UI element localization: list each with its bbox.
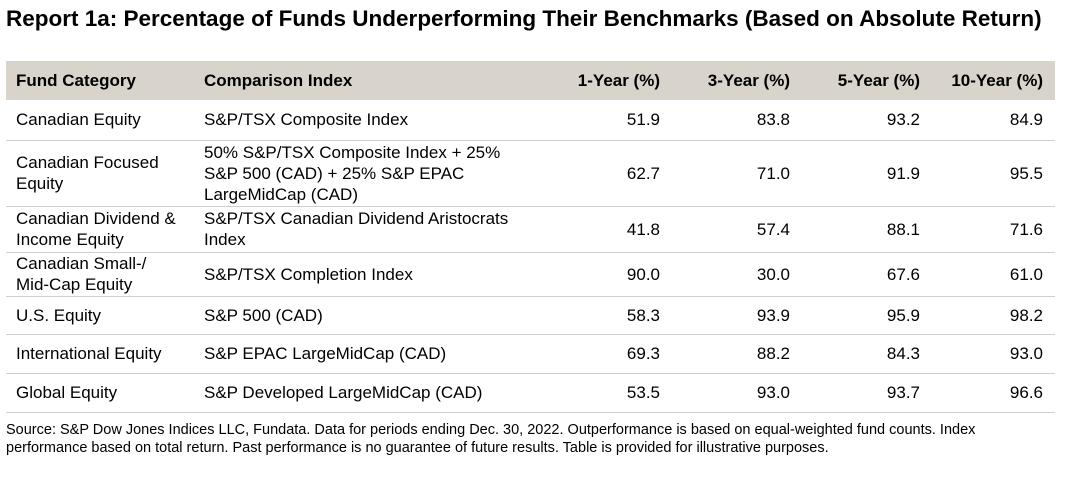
table-header-row: Fund Category Comparison Index 1-Year (%…: [6, 61, 1055, 100]
fund-category-cell: Global Equity: [6, 373, 194, 413]
column-header-3-year: 3-Year (%): [707, 70, 790, 90]
column-header-1-year: 1-Year (%): [577, 70, 660, 90]
one-year-cell: 62.7: [542, 140, 672, 207]
table-row: Global Equity S&P Developed LargeMidCap …: [6, 373, 1055, 413]
table-row: Canadian Equity S&P/TSX Composite Index …: [6, 100, 1055, 141]
five-year-cell: 84.3: [802, 334, 932, 374]
column-header-5-year: 5-Year (%): [837, 70, 920, 90]
three-year-cell: 83.8: [672, 100, 802, 141]
fund-category-cell: U.S. Equity: [6, 296, 194, 335]
table-row: U.S. Equity S&P 500 (CAD) 58.3 93.9 95.9…: [6, 296, 1055, 335]
fund-category-cell: International Equity: [6, 334, 194, 374]
three-year-cell: 71.0: [672, 140, 802, 207]
fund-category-cell: Canadian Equity: [6, 100, 194, 141]
one-year-cell: 58.3: [542, 296, 672, 335]
comparison-index-cell: 50% S&P/TSX Composite Index + 25% S&P 50…: [194, 140, 542, 207]
one-year-cell: 53.5: [542, 373, 672, 413]
one-year-cell: 90.0: [542, 252, 672, 297]
table-row: Canadian Small-/ Mid-Cap Equity S&P/TSX …: [6, 252, 1055, 297]
column-header-fund-category: Fund Category: [16, 70, 136, 90]
one-year-cell: 41.8: [542, 206, 672, 253]
ten-year-cell: 98.2: [932, 296, 1055, 335]
comparison-index-cell: S&P/TSX Composite Index: [194, 100, 542, 141]
three-year-cell: 93.9: [672, 296, 802, 335]
ten-year-cell: 96.6: [932, 373, 1055, 413]
underperformance-table: Fund Category Comparison Index 1-Year (%…: [6, 61, 1055, 413]
comparison-index-cell: S&P/TSX Canadian Dividend Aristocrats In…: [194, 206, 542, 253]
three-year-cell: 88.2: [672, 334, 802, 374]
comparison-index-cell: S&P Developed LargeMidCap (CAD): [194, 373, 542, 413]
one-year-cell: 51.9: [542, 100, 672, 141]
table-row: Canadian Focused Equity 50% S&P/TSX Comp…: [6, 140, 1055, 207]
five-year-cell: 95.9: [802, 296, 932, 335]
three-year-cell: 93.0: [672, 373, 802, 413]
five-year-cell: 93.2: [802, 100, 932, 141]
fund-category-cell: Canadian Small-/ Mid-Cap Equity: [6, 252, 194, 297]
comparison-index-cell: S&P EPAC LargeMidCap (CAD): [194, 334, 542, 374]
source-footnote: Source: S&P Dow Jones Indices LLC, Funda…: [6, 422, 976, 456]
five-year-cell: 93.7: [802, 373, 932, 413]
one-year-cell: 69.3: [542, 334, 672, 374]
five-year-cell: 88.1: [802, 206, 932, 253]
table-row: International Equity S&P EPAC LargeMidCa…: [6, 334, 1055, 374]
ten-year-cell: 95.5: [932, 140, 1055, 207]
column-header-10-year: 10-Year (%): [951, 70, 1043, 90]
table-row: Canadian Dividend & Income Equity S&P/TS…: [6, 206, 1055, 253]
five-year-cell: 67.6: [802, 252, 932, 297]
three-year-cell: 30.0: [672, 252, 802, 297]
comparison-index-cell: S&P/TSX Completion Index: [194, 252, 542, 297]
ten-year-cell: 84.9: [932, 100, 1055, 141]
ten-year-cell: 93.0: [932, 334, 1055, 374]
fund-category-cell: Canadian Dividend & Income Equity: [6, 206, 194, 253]
column-header-comparison-index: Comparison Index: [204, 70, 353, 90]
page-title: Report 1a: Percentage of Funds Underperf…: [6, 6, 1042, 31]
ten-year-cell: 61.0: [932, 252, 1055, 297]
comparison-index-cell: S&P 500 (CAD): [194, 296, 542, 335]
ten-year-cell: 71.6: [932, 206, 1055, 253]
fund-category-cell: Canadian Focused Equity: [6, 140, 194, 207]
five-year-cell: 91.9: [802, 140, 932, 207]
three-year-cell: 57.4: [672, 206, 802, 253]
